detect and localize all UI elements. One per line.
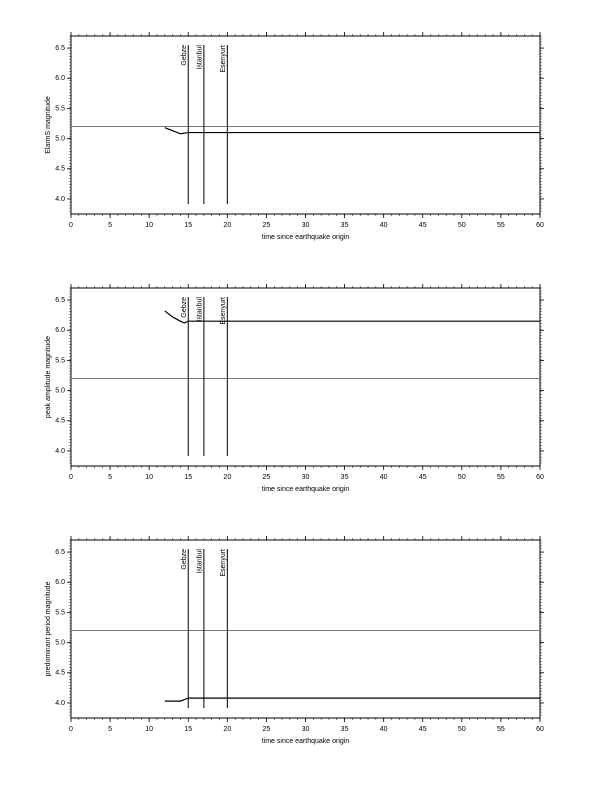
x-tick-label: 10 xyxy=(145,222,153,229)
x-tick-label: 30 xyxy=(302,726,310,733)
x-tick-label: 15 xyxy=(184,726,192,733)
y-tick-label: 6.0 xyxy=(55,75,65,82)
x-tick-label: 15 xyxy=(184,474,192,481)
plot-frame xyxy=(70,539,541,719)
x-tick-label: 55 xyxy=(497,474,505,481)
x-tick-label: 50 xyxy=(458,726,466,733)
plot-frame xyxy=(70,287,541,467)
x-tick-label: 60 xyxy=(536,474,544,481)
y-tick-label: 4.5 xyxy=(55,670,65,677)
x-tick-label: 0 xyxy=(69,474,73,481)
y-tick-label: 6.5 xyxy=(55,297,65,304)
y-tick-label: 4.5 xyxy=(55,418,65,425)
event-label: Gebze xyxy=(181,45,188,66)
y-tick-label: 5.5 xyxy=(55,609,65,616)
x-tick-label: 5 xyxy=(108,726,112,733)
y-tick-label: 5.0 xyxy=(55,639,65,646)
plot-frame xyxy=(70,35,541,215)
y-axis-label: peak amplitude magnitude xyxy=(45,336,52,418)
y-axis-label: ElarmS magnitude xyxy=(45,96,52,154)
x-tick-label: 40 xyxy=(380,474,388,481)
y-tick-label: 5.0 xyxy=(55,387,65,394)
event-label: Esenyurt xyxy=(220,45,227,73)
x-tick-label: 35 xyxy=(341,222,349,229)
x-tick-label: 10 xyxy=(145,474,153,481)
x-tick-label: 50 xyxy=(458,474,466,481)
y-tick-label: 5.5 xyxy=(55,357,65,364)
x-tick-label: 15 xyxy=(184,222,192,229)
y-tick-label: 4.0 xyxy=(55,196,65,203)
x-tick-label: 55 xyxy=(497,726,505,733)
x-tick-label: 5 xyxy=(108,474,112,481)
x-tick-label: 25 xyxy=(263,222,271,229)
event-label: Istanbul xyxy=(197,297,204,322)
x-tick-label: 60 xyxy=(536,726,544,733)
x-tick-label: 35 xyxy=(341,726,349,733)
y-tick-label: 5.0 xyxy=(55,135,65,142)
x-tick-label: 40 xyxy=(380,222,388,229)
event-label: Gebze xyxy=(181,297,188,318)
x-tick-label: 45 xyxy=(419,222,427,229)
x-tick-label: 20 xyxy=(223,222,231,229)
x-tick-label: 60 xyxy=(536,222,544,229)
x-axis-label: time since earthquake origin xyxy=(262,234,350,241)
y-tick-label: 6.0 xyxy=(55,327,65,334)
x-tick-label: 20 xyxy=(223,474,231,481)
x-tick-label: 40 xyxy=(380,726,388,733)
event-label: Istanbul xyxy=(197,45,204,70)
data-line xyxy=(164,697,540,702)
x-tick-label: 50 xyxy=(458,222,466,229)
y-tick-label: 4.5 xyxy=(55,166,65,173)
x-axis-label: time since earthquake origin xyxy=(262,486,350,493)
event-label: Esenyurt xyxy=(220,297,227,325)
x-tick-label: 30 xyxy=(302,222,310,229)
x-tick-label: 45 xyxy=(419,726,427,733)
x-tick-label: 20 xyxy=(223,726,231,733)
x-tick-label: 10 xyxy=(145,726,153,733)
event-label: Istanbul xyxy=(197,549,204,574)
x-tick-label: 0 xyxy=(69,726,73,733)
y-tick-label: 4.0 xyxy=(55,448,65,455)
x-tick-label: 35 xyxy=(341,474,349,481)
event-label: Esenyurt xyxy=(220,549,227,577)
x-axis-label: time since earthquake origin xyxy=(262,738,350,745)
x-tick-label: 5 xyxy=(108,222,112,229)
data-line xyxy=(164,310,540,324)
y-tick-label: 6.5 xyxy=(55,549,65,556)
y-tick-label: 6.0 xyxy=(55,579,65,586)
x-tick-label: 30 xyxy=(302,474,310,481)
x-tick-label: 25 xyxy=(263,474,271,481)
y-tick-label: 4.0 xyxy=(55,700,65,707)
y-tick-label: 6.5 xyxy=(55,45,65,52)
y-tick-label: 5.5 xyxy=(55,105,65,112)
x-tick-label: 0 xyxy=(69,222,73,229)
event-label: Gebze xyxy=(181,549,188,570)
data-line xyxy=(164,127,540,135)
x-tick-label: 55 xyxy=(497,222,505,229)
x-tick-label: 45 xyxy=(419,474,427,481)
y-axis-label: predominant period magnitude xyxy=(45,581,52,676)
x-tick-label: 25 xyxy=(263,726,271,733)
